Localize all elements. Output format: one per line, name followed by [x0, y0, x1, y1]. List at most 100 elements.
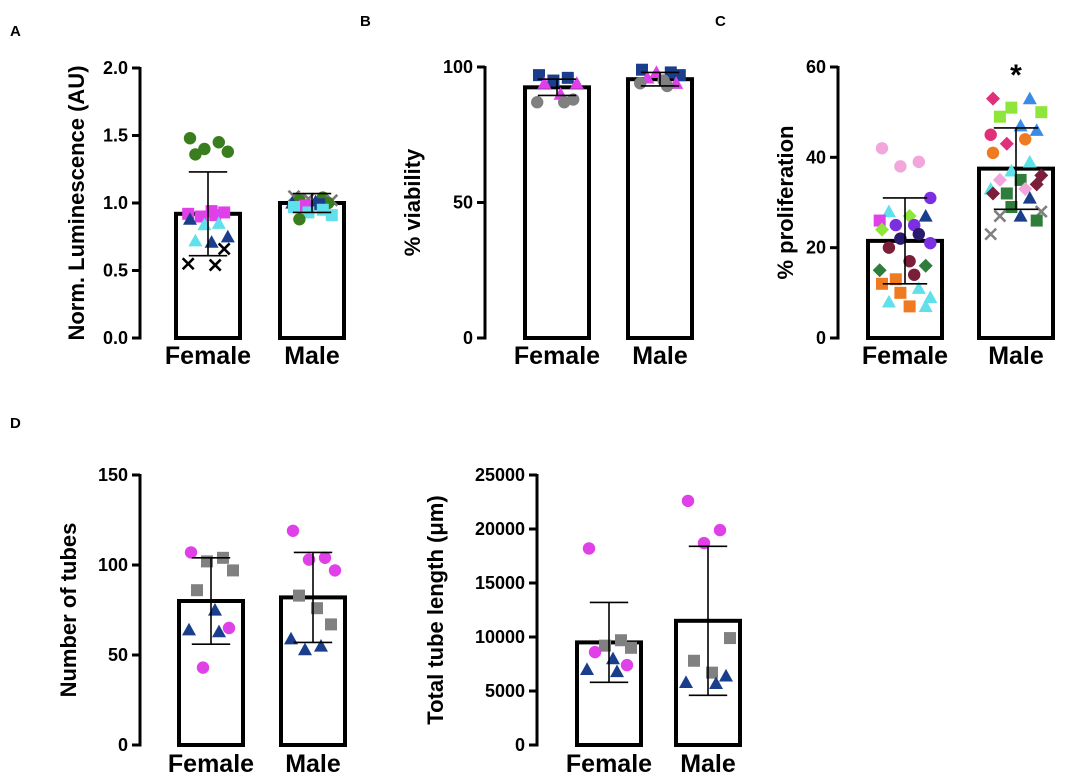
panel-b-point-square	[533, 69, 545, 82]
panel-c-point-circle	[1018, 133, 1032, 146]
panel-d-category-label-male: Male	[285, 750, 341, 778]
panel-c-tick-label: 0	[816, 328, 826, 348]
panel-c-significance-mark: *	[1010, 59, 1022, 92]
panel-c-category-label-female: Female	[862, 342, 948, 370]
panel-c-point-circle	[924, 236, 937, 250]
panel-d-tick-label: 150	[98, 465, 128, 485]
panel-c-point-diamond	[986, 186, 1000, 201]
panel-b-point-triangle	[537, 76, 552, 89]
panel-d-point-square	[311, 602, 323, 615]
panel-d2-point-square	[625, 641, 637, 654]
panel-d2-tick-label: 25000	[475, 465, 525, 485]
panel-c-point-cross	[993, 209, 1007, 223]
panel-c-point-square	[993, 110, 1006, 123]
panel-d-point-circle	[184, 546, 198, 559]
panel-a-point-cross	[217, 242, 231, 256]
panel-a-category-label-female: Female	[165, 342, 251, 370]
panel-a-tick-label: 0.5	[103, 261, 128, 281]
panel-a-point-triangle	[183, 212, 197, 225]
panel-b-point-square	[561, 71, 574, 84]
panel-c-point-circle	[903, 255, 916, 268]
panel-c-point-circle	[924, 191, 937, 205]
panel-c-point-square	[1030, 214, 1043, 227]
panel-c-point-diamond	[1029, 177, 1044, 192]
panel-d2-point-triangle	[679, 675, 693, 688]
panel-d2-tick-label: 15000	[475, 573, 525, 593]
panel-c-point-diamond	[918, 258, 933, 273]
panel-c-point-square	[1005, 101, 1018, 114]
panel-a-tick-label: 0.0	[103, 328, 128, 348]
panel-d2-point-triangle	[610, 664, 624, 678]
panel-c-point-circle	[912, 227, 925, 241]
panel-d: D 0 50 100 150 Number of tubes Female Male	[10, 415, 347, 778]
panel-d-point-triangle	[298, 642, 312, 656]
panel-d-letter: D	[10, 415, 21, 432]
panel-a-tick-label: 2.0	[103, 58, 128, 78]
panel-c-point-diamond	[875, 222, 889, 237]
panel-d2-point-square	[706, 666, 718, 679]
panel-a-y-axis-title: Norm. Luminescence (AU)	[64, 65, 89, 340]
panel-c-point-triangle	[881, 294, 896, 308]
panel-d2-point-circle	[620, 658, 634, 672]
panel-c-point-square	[889, 273, 902, 286]
panel-b-y-axis-title: % viability	[400, 148, 425, 256]
panel-a: A 0.0 0.5 1.0 1.5 2.0 Norm. Luminescence (AU) F…	[10, 23, 346, 370]
panel-d2-category-label-male: Male	[680, 750, 736, 778]
panel-d2: 0 5000 10000 15000 20000 25000 Total tube leng…	[423, 465, 742, 778]
panel-b-bar-male	[626, 77, 694, 340]
panel-b: B 0 50 100 % viability Female Male	[360, 13, 694, 370]
panel-b-letter: B	[360, 13, 371, 30]
panel-d-point-circle	[318, 551, 332, 564]
panel-c-point-triangle	[923, 290, 938, 303]
panel-b-point-circle	[634, 77, 647, 90]
panel-d-point-circle	[222, 621, 236, 635]
panel-a-point-square	[325, 209, 338, 222]
panel-d-point-square	[325, 618, 337, 631]
panel-a-point-triangle	[211, 216, 226, 229]
panel-c-point-circle	[986, 146, 1000, 160]
panel-a-point-circle	[183, 132, 197, 145]
panel-c-tick-label: 40	[806, 147, 826, 167]
panel-b-category-label-female: Female	[514, 342, 600, 370]
panel-c-point-square	[894, 286, 907, 299]
panel-c-point-diamond	[999, 136, 1014, 151]
panel-c-point-circle	[889, 218, 902, 232]
panel-d2-point-square	[688, 654, 700, 667]
panel-c-point-triangle	[1022, 190, 1037, 204]
panel-a-point-triangle	[188, 233, 203, 247]
panel-d2-point-circle	[713, 523, 727, 537]
panel-d2-tick-label: 10000	[475, 627, 525, 647]
panel-d2-point-triangle	[580, 662, 594, 675]
panel-a-point-cross	[208, 258, 222, 272]
panel-d2-point-square	[599, 639, 611, 652]
panel-c-point-triangle	[1022, 91, 1037, 105]
panel-a-tick-label: 1.0	[103, 193, 128, 213]
panel-c-point-triangle	[911, 281, 926, 294]
panel-d-point-circle	[286, 524, 300, 537]
panel-a-point-cross	[181, 257, 195, 271]
panel-d2-point-square	[724, 632, 736, 645]
panel-c-point-diamond	[992, 172, 1007, 187]
panel-c-point-triangle	[1013, 209, 1028, 222]
panel-b-tick-label: 50	[453, 193, 473, 213]
panel-d-y-axis-title: Number of tubes	[56, 523, 81, 698]
panel-b-tick-label: 0	[463, 328, 473, 348]
panel-a-point-circle	[293, 213, 306, 226]
panel-a-letter: A	[10, 23, 21, 40]
panel-a-point-square	[288, 201, 300, 214]
panel-c-tick-label: 60	[806, 57, 826, 77]
panel-d-point-circle	[328, 564, 342, 577]
panel-c-point-triangle	[1022, 154, 1037, 168]
panel-c-point-triangle	[1029, 123, 1044, 136]
panel-a-point-circle	[189, 148, 202, 161]
panel-b-point-circle	[558, 96, 571, 109]
panel-a-point-circle	[221, 145, 234, 158]
panel-c-category-label-male: Male	[988, 342, 1044, 370]
panel-c-point-circle	[912, 155, 925, 169]
panel-c-point-square	[903, 300, 916, 313]
panel-c-point-circle	[894, 232, 907, 245]
panel-c-point-square	[876, 277, 888, 290]
panel-d2-y-axis-title: Total tube length (μm)	[423, 495, 448, 724]
panel-a-tick-label: 1.5	[103, 126, 128, 146]
